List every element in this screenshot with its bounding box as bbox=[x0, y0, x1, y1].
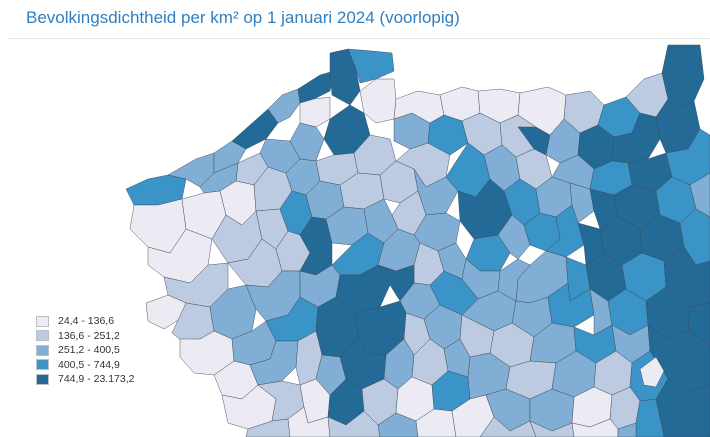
legend-item[interactable]: 400,5 - 744,9 bbox=[36, 358, 134, 373]
municipality[interactable] bbox=[571, 418, 619, 437]
legend-label: 136,6 - 251,2 bbox=[58, 329, 120, 342]
legend-label: 400,5 - 744,9 bbox=[58, 358, 120, 371]
municipality[interactable] bbox=[299, 96, 331, 128]
municipality[interactable] bbox=[635, 398, 665, 437]
municipality[interactable] bbox=[359, 78, 397, 124]
legend-item[interactable]: 251,2 - 400,5 bbox=[36, 343, 134, 358]
legend-swatch bbox=[36, 330, 49, 342]
municipality[interactable] bbox=[213, 140, 247, 174]
legend-label: 251,2 - 400,5 bbox=[58, 344, 120, 357]
municipality[interactable] bbox=[689, 172, 710, 218]
legend-swatch bbox=[36, 344, 49, 356]
municipality[interactable] bbox=[639, 356, 665, 388]
municipalities bbox=[125, 44, 710, 437]
choropleth-map[interactable] bbox=[0, 39, 710, 437]
map-title: Bevolkingsdichtheid per km² op 1 januari… bbox=[26, 8, 460, 27]
municipality[interactable] bbox=[545, 204, 585, 258]
municipality[interactable] bbox=[569, 182, 595, 224]
legend-item[interactable]: 24,4 - 136,6 bbox=[36, 314, 134, 329]
legend-swatch bbox=[36, 315, 49, 327]
legend-swatch bbox=[36, 373, 49, 385]
legend-item[interactable]: 136,6 - 251,2 bbox=[36, 329, 134, 344]
legend-swatch bbox=[36, 359, 49, 371]
legend-label: 24,4 - 136,6 bbox=[58, 315, 115, 328]
legend-item[interactable]: 744,9 - 23.173,2 bbox=[36, 372, 134, 387]
municipality[interactable] bbox=[529, 420, 575, 437]
legend-label: 744,9 - 23.173,2 bbox=[58, 373, 135, 386]
legend: 24,4 - 136,6 136,6 - 251,2 251,2 - 400,5… bbox=[36, 314, 134, 387]
municipality[interactable] bbox=[347, 48, 395, 84]
municipality[interactable] bbox=[617, 422, 637, 437]
title-divider bbox=[8, 38, 710, 39]
municipality[interactable] bbox=[655, 378, 710, 437]
municipality[interactable] bbox=[497, 258, 531, 302]
